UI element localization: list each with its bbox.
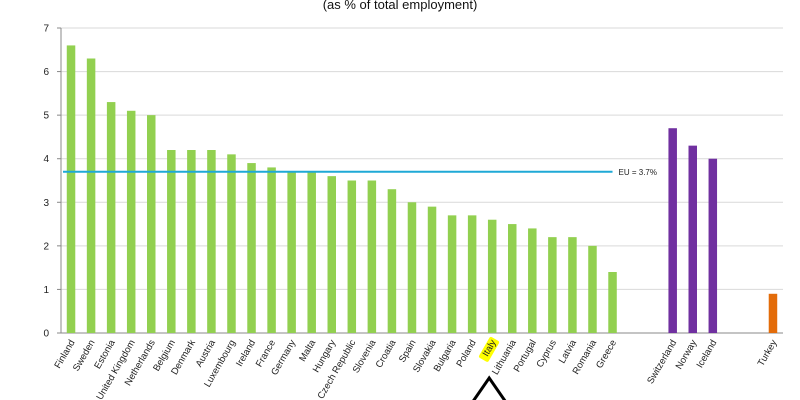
bar bbox=[147, 115, 156, 334]
bar bbox=[447, 215, 457, 333]
category-label: Croatia bbox=[374, 337, 399, 370]
bar bbox=[608, 272, 617, 333]
bar bbox=[487, 219, 497, 333]
bar bbox=[187, 150, 196, 333]
category-label: Switzerland bbox=[645, 338, 679, 386]
y-tick-label: 1 bbox=[43, 285, 49, 296]
eu-reference-label: EU = 3.7% bbox=[619, 168, 657, 177]
bar bbox=[407, 202, 417, 333]
bar bbox=[167, 150, 176, 333]
bar bbox=[588, 245, 597, 333]
bar bbox=[86, 58, 96, 333]
bar bbox=[287, 171, 296, 333]
bar bbox=[708, 158, 718, 333]
bar bbox=[227, 154, 236, 333]
bar bbox=[427, 206, 437, 333]
y-tick-label: 6 bbox=[43, 67, 49, 78]
bar bbox=[548, 237, 557, 333]
category-highlight bbox=[478, 337, 500, 362]
category-label: Cyprus bbox=[534, 338, 559, 370]
bar bbox=[347, 180, 357, 333]
bar bbox=[508, 224, 517, 333]
bar bbox=[247, 163, 256, 333]
bar bbox=[207, 150, 216, 333]
y-tick-label: 2 bbox=[43, 241, 49, 252]
category-label: Iceland bbox=[695, 338, 720, 370]
y-tick-label: 7 bbox=[43, 24, 49, 35]
bar bbox=[66, 45, 76, 334]
bar bbox=[367, 180, 377, 333]
y-tick-label: 5 bbox=[43, 111, 49, 122]
y-tick-label: 4 bbox=[43, 154, 49, 165]
bar bbox=[327, 176, 336, 333]
bar bbox=[307, 171, 316, 333]
bar bbox=[267, 167, 276, 333]
bar bbox=[467, 215, 477, 333]
bar bbox=[387, 189, 397, 333]
arrow-icon bbox=[472, 375, 507, 400]
y-tick-label: 3 bbox=[43, 198, 49, 209]
y-tick-label: 0 bbox=[43, 329, 49, 340]
category-label: Turkey bbox=[756, 338, 780, 369]
bar bbox=[528, 228, 537, 333]
category-label: Poland bbox=[454, 338, 478, 369]
chart-subtitle: (as % of total employment) bbox=[322, 0, 478, 12]
bar bbox=[106, 102, 116, 333]
bar bbox=[668, 128, 677, 333]
bar bbox=[568, 237, 577, 333]
bar bbox=[768, 293, 778, 333]
bar bbox=[126, 110, 136, 334]
bar bbox=[688, 145, 697, 333]
